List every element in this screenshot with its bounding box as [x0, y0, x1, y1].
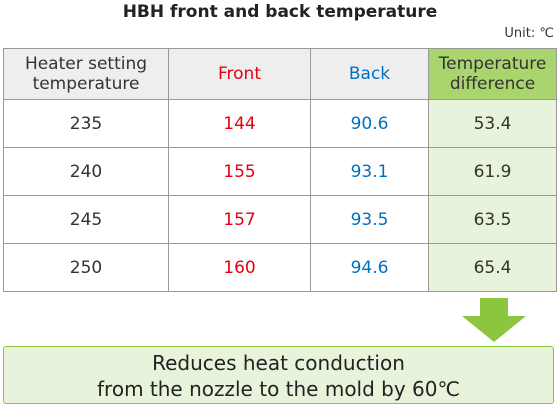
down-arrow	[462, 298, 526, 342]
table-cell: 235	[3, 99, 169, 148]
table-body: 235 144 90.6 53.4 240 155 93.1 61.9 245 157 93.5 63…	[3, 99, 557, 292]
unit: Unit: ℃	[504, 26, 554, 41]
table-cell: 160	[168, 243, 311, 292]
table-cell: 90.6	[310, 99, 429, 148]
header-cell: Front	[168, 48, 311, 100]
table-row: 250 160 94.6 65.4	[3, 243, 557, 292]
header-cell: Heater setting temperature	[3, 48, 169, 100]
table-row: 235 144 90.6 53.4	[3, 99, 557, 148]
table-cell: 155	[168, 147, 311, 196]
table-cell: 61.9	[428, 147, 557, 196]
table-cell: 65.4	[428, 243, 557, 292]
table-cell: 53.4	[428, 99, 557, 148]
table-cell: 94.6	[310, 243, 429, 292]
temperature-table: Heater setting temperature Front Back Te…	[3, 48, 557, 292]
arrow-shape	[462, 298, 526, 342]
header-cell: Temperature difference	[428, 48, 557, 100]
table-row: 240 155 93.1 61.9	[3, 147, 557, 196]
table-cell: 157	[168, 195, 311, 244]
table-cell: 93.1	[310, 147, 429, 196]
callout-line: Reduces heat conduction	[152, 351, 405, 375]
title: HBH front and back temperature	[122, 2, 438, 22]
callout: Reduces heat conduction from the nozzle …	[3, 346, 554, 404]
table-cell: 245	[3, 195, 169, 244]
table-cell: 250	[3, 243, 169, 292]
table-cell: 144	[168, 99, 311, 148]
callout-line: from the nozzle to the mold by 60℃	[97, 377, 460, 401]
header-cell: Back	[310, 48, 429, 100]
table-row: 245 157 93.5 63.5	[3, 195, 557, 244]
table-cell: 63.5	[428, 195, 557, 244]
table-cell: 240	[3, 147, 169, 196]
header-row: Heater setting temperature Front Back Te…	[3, 48, 557, 100]
table-cell: 93.5	[310, 195, 429, 244]
